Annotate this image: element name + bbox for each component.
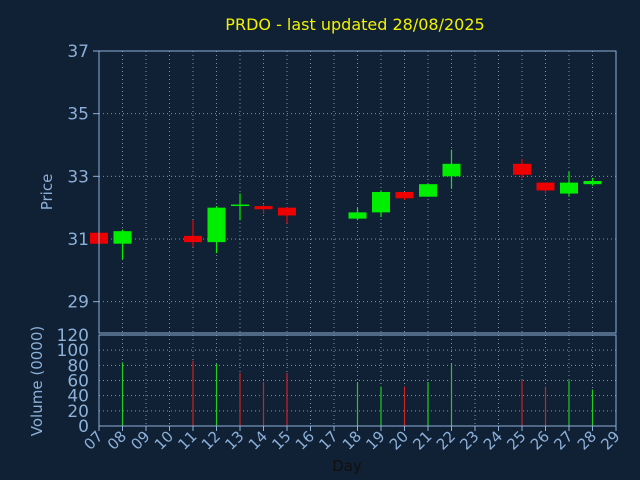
candle-body [442, 163, 461, 177]
candle-body [395, 192, 414, 199]
candle-body [113, 231, 132, 244]
chart-title: PRDO - last updated 28/08/2025 [225, 15, 484, 34]
candle-body [184, 235, 202, 243]
volume-y-tick-label: 80 [67, 356, 89, 376]
candle-body [513, 163, 531, 175]
volume-axis-label: Volume (0000) [28, 326, 46, 436]
volume-y-tick-label: 60 [67, 372, 89, 392]
candle-body [207, 207, 226, 243]
price-y-tick-label: 33 [67, 167, 89, 187]
price-plot-border [98, 50, 617, 334]
candle-body [536, 182, 555, 191]
candle-body [348, 212, 367, 219]
price-y-tick-label: 35 [67, 105, 89, 125]
volume-y-tick-label: 40 [67, 387, 89, 407]
volume-y-tick-label: 120 [57, 326, 89, 346]
volume-y-tick-label: 0 [78, 417, 89, 437]
price-panel: 29 31 33 35 37 [67, 42, 617, 334]
price-y-tick-label: 29 [67, 293, 89, 313]
price-y-tick-label: 37 [67, 42, 89, 62]
candle-body [278, 207, 296, 216]
volume-y-tick-label: 100 [57, 341, 89, 361]
x-axis-label: Day [332, 457, 362, 475]
price-axis-label: Price [38, 174, 56, 211]
candle-body [560, 182, 578, 194]
candle-body [254, 206, 273, 210]
candle-body [372, 192, 390, 213]
price-y-tick-label: 31 [67, 230, 89, 250]
candle-body [419, 184, 437, 197]
volume-y-tick-label: 20 [67, 402, 89, 422]
price-plot-area [99, 51, 616, 333]
candle-body [231, 204, 249, 207]
candle-body [583, 181, 602, 185]
